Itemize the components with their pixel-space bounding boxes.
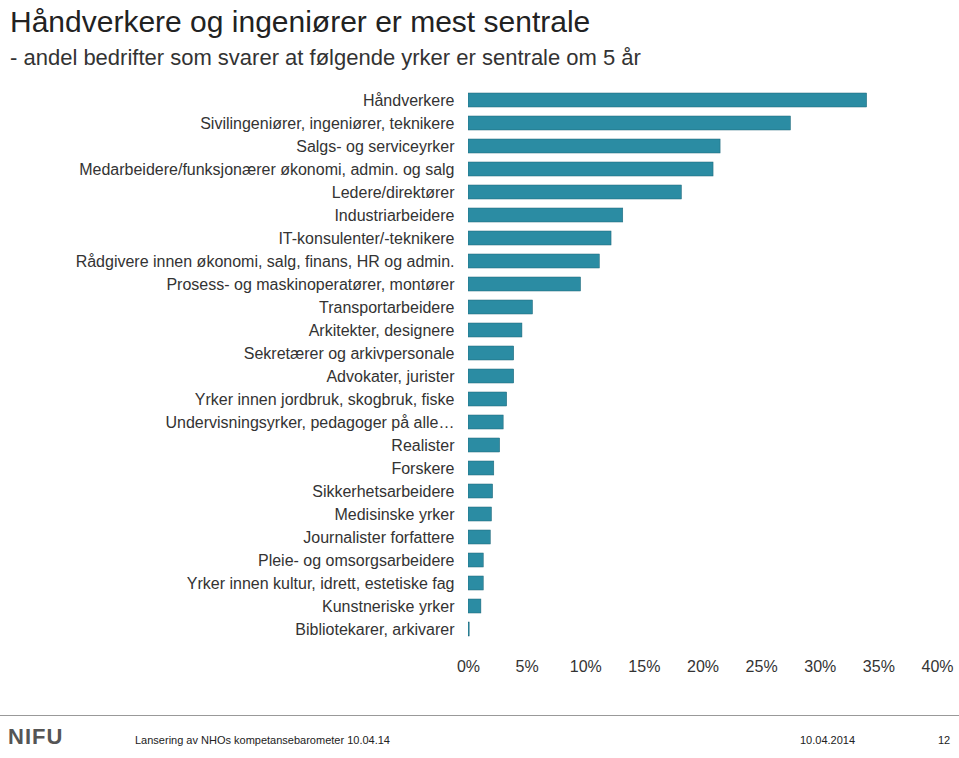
svg-text:15%: 15% <box>628 658 660 675</box>
svg-text:Industriarbeidere: Industriarbeidere <box>334 207 454 224</box>
svg-text:Sekretærer og arkivpersonale: Sekretærer og arkivpersonale <box>244 345 455 362</box>
svg-text:Prosess- og maskinoperatører,: Prosess- og maskinoperatører, montører <box>166 276 455 293</box>
svg-text:Arkitekter, designere: Arkitekter, designere <box>309 322 455 339</box>
svg-text:Yrker innen jordbruk, skogbruk: Yrker innen jordbruk, skogbruk, fiske <box>195 391 455 408</box>
html-text:NIFU: NIFU <box>8 724 64 749</box>
html-text:10.04.2014: 10.04.2014 <box>800 734 856 746</box>
svg-text:25%: 25% <box>746 658 778 675</box>
svg-text:Håndverkere: Håndverkere <box>363 92 455 109</box>
svg-text:20%: 20% <box>687 658 719 675</box>
svg-text:Advokater, jurister: Advokater, jurister <box>326 368 455 385</box>
svg-text:Realister: Realister <box>391 437 455 454</box>
svg-text:IT-konsulenter/-teknikere: IT-konsulenter/-teknikere <box>278 230 454 247</box>
svg-text:0%: 0% <box>457 658 480 675</box>
svg-text:30%: 30% <box>804 658 836 675</box>
html-text:- andel bedrifter som svarer a: - andel bedrifter som svarer at følgende… <box>10 45 641 70</box>
svg-text:Salgs- og serviceyrker: Salgs- og serviceyrker <box>296 138 455 155</box>
svg-text:Transportarbeidere: Transportarbeidere <box>319 299 455 316</box>
html-text:Lansering av NHOs kompetanseba: Lansering av NHOs kompetansebarometer 10… <box>135 734 390 746</box>
svg-text:Sikkerhetsarbeidere: Sikkerhetsarbeidere <box>312 483 454 500</box>
svg-text:Ledere/direktører: Ledere/direktører <box>332 184 455 201</box>
svg-text:Forskere: Forskere <box>391 460 454 477</box>
svg-text:Kunstneriske yrker: Kunstneriske yrker <box>322 598 455 615</box>
svg-text:Journalister forfattere: Journalister forfattere <box>303 529 454 546</box>
svg-text:Medisinske yrker: Medisinske yrker <box>334 506 455 523</box>
html-text:12: 12 <box>938 734 951 746</box>
svg-text:Bibliotekarer, arkivarer: Bibliotekarer, arkivarer <box>295 621 455 638</box>
svg-text:35%: 35% <box>863 658 895 675</box>
svg-text:Undervisningsyrker, pedagoger: Undervisningsyrker, pedagoger på alle… <box>165 414 454 431</box>
svg-text:Sivilingeniører, ingeniører, t: Sivilingeniører, ingeniører, teknikere <box>200 115 454 132</box>
svg-text:5%: 5% <box>516 658 539 675</box>
svg-text:Medarbeidere/funksjonærer økon: Medarbeidere/funksjonærer økonomi, admin… <box>79 161 454 178</box>
svg-text:Pleie- og omsorgsarbeidere: Pleie- og omsorgsarbeidere <box>258 552 455 569</box>
svg-text:Yrker innen kultur, idrett, es: Yrker innen kultur, idrett, estetiske fa… <box>187 575 455 592</box>
svg-text:10%: 10% <box>570 658 602 675</box>
html-text:Håndverkere og ingeniører er m: Håndverkere og ingeniører er mest sentra… <box>10 5 591 38</box>
svg-text:40%: 40% <box>921 658 953 675</box>
svg-text:Rådgivere innen økonomi, salg,: Rådgivere innen økonomi, salg, finans, H… <box>76 253 455 270</box>
